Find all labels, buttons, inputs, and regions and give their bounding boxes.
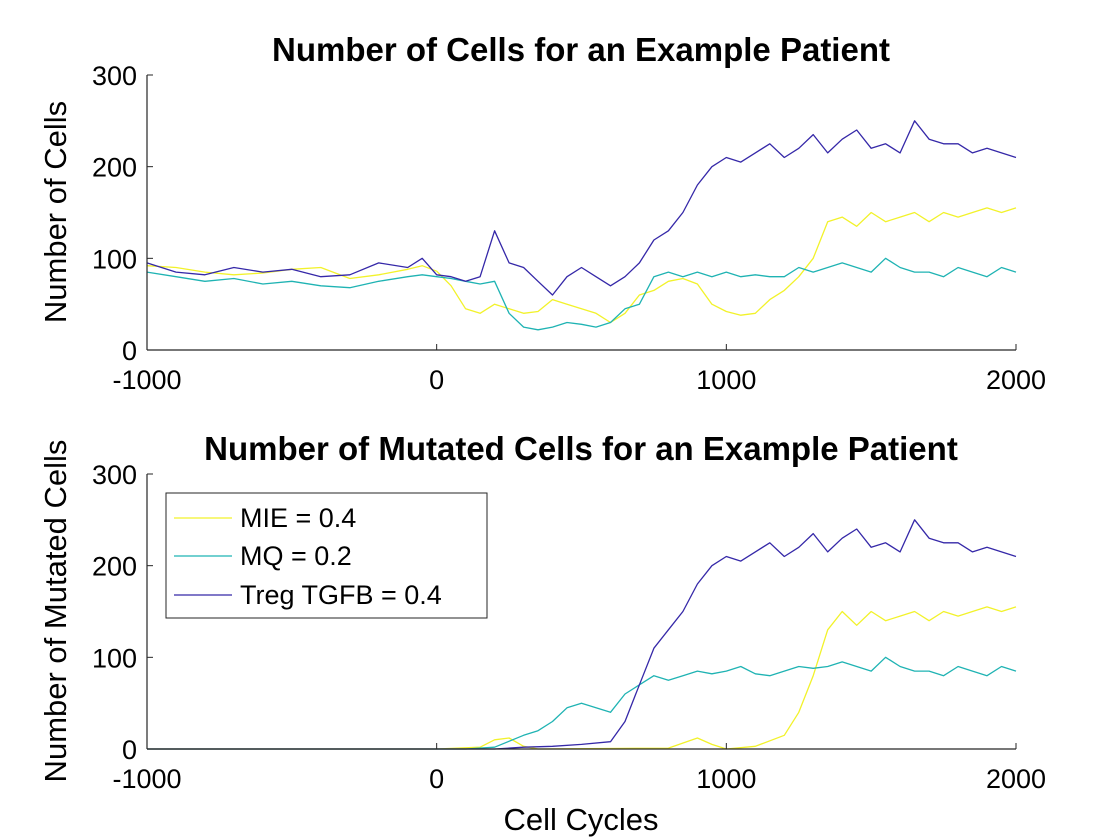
top-y-tick-label: 100 [92,244,137,274]
top-chart-title: Number of Cells for an Example Patient [272,31,890,68]
top-x-tick-label: -1000 [112,365,181,395]
top-plot-area [146,75,1017,351]
bottom-plot-area [146,474,1017,750]
bottom-x-tick-label: 1000 [696,764,756,794]
bottom-series-lines [147,519,1017,750]
top-series-line-mq [146,257,1017,331]
bottom-chart-title: Number of Mutated Cells for an Example P… [204,430,958,467]
top-y-tick-label: 0 [122,336,137,366]
top-series-lines [146,120,1017,331]
legend: MIE = 0.4 MQ = 0.2 Treg TGFB = 0.4 [165,492,488,619]
bottom-x-tick-label: -1000 [112,764,181,794]
bottom-x-axis-label: Cell Cycles [503,802,658,837]
top-y-axis-label: Number of Cells [38,101,73,323]
top-x-tick-label: 0 [429,365,444,395]
bottom-y-tick-label: 100 [92,643,137,673]
top-x-tick-label: 2000 [986,365,1046,395]
bottom-y-axis-label: Number of Mutated Cells [38,440,73,783]
bottom-series-line-mie [147,606,1017,750]
top-x-tick-label: 1000 [696,365,756,395]
legend-label-mie: MIE = 0.4 [240,503,356,533]
top-y-tick-label: 300 [92,61,137,91]
legend-label-mq: MQ = 0.2 [240,541,352,571]
bottom-x-tick-label: 0 [429,764,444,794]
legend-label-treg-tgfb: Treg TGFB = 0.4 [240,580,442,610]
bottom-y-tick-label: 300 [92,460,137,490]
top-series-line-treg-tgfb [146,120,1017,296]
bottom-series-line-treg-tgfb [147,519,1017,750]
top-y-tick-label: 200 [92,153,137,183]
bottom-y-tick-label: 0 [122,735,137,765]
top-series-line-mie [146,207,1017,324]
bottom-x-tick-label: 2000 [986,764,1046,794]
bottom-series-line-mq [147,656,1017,750]
bottom-y-tick-label: 200 [92,552,137,582]
